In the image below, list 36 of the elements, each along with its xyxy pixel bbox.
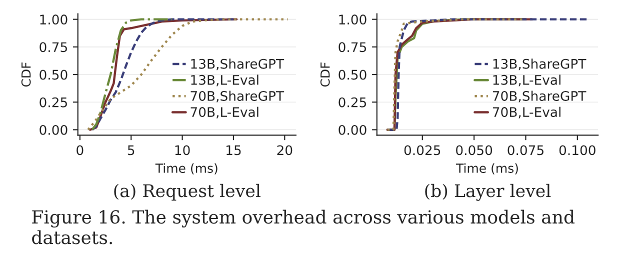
x-tick-label: 0.025 xyxy=(404,145,440,156)
x-axis-title: Time (ms) xyxy=(155,163,218,174)
text: (a) Request level xyxy=(114,184,260,201)
line-series xyxy=(87,18,289,131)
legend-label: 70B,L-Eval xyxy=(492,106,560,118)
x-tick-label: 0.075 xyxy=(508,145,544,156)
x-tick-label: 5 xyxy=(128,145,134,156)
text: (b) Layer level xyxy=(425,184,551,201)
y-tick-label: 0.00 xyxy=(338,124,366,135)
x-tick-label: 0 xyxy=(76,145,84,156)
legend-label: 70B,ShareGPT xyxy=(492,90,586,102)
legend-label: 70B,L-Eval xyxy=(190,106,258,118)
y-tick-label: 0.75 xyxy=(338,42,366,52)
x-axis-title: Time (ms) xyxy=(456,163,518,174)
y-tick-label: 1.00 xyxy=(40,14,68,25)
y-tick-label: 0.75 xyxy=(40,42,67,52)
caption: Figure 16. The system overhead across various models and datasets. xyxy=(32,210,574,244)
y-axis-title: CDF xyxy=(21,62,31,87)
x-tick-label: 10 xyxy=(175,145,190,156)
legend-label: 13B,ShareGPT xyxy=(493,58,586,70)
x-tick-label: 20 xyxy=(277,145,292,156)
y-tick-label: 0.00 xyxy=(40,124,68,135)
legend-label: 13B,ShareGPT xyxy=(191,58,284,70)
x-tick-label: 0.050 xyxy=(456,145,492,156)
x-tick-label: 15 xyxy=(226,145,241,156)
legend-label: 13B,L-Eval xyxy=(191,74,258,86)
y-tick-label: 0.50 xyxy=(338,70,366,80)
y-axis-title: CDF xyxy=(320,62,330,87)
legend-label: 13B,L-Eval xyxy=(493,74,560,86)
y-tick-label: 1.00 xyxy=(339,14,366,25)
legend-label: 70B,ShareGPT xyxy=(190,90,284,102)
y-tick-label: 0.25 xyxy=(338,97,366,108)
y-tick-label: 0.25 xyxy=(40,97,67,108)
line-series xyxy=(91,18,174,131)
y-tick-label: 0.50 xyxy=(40,70,68,80)
x-tick-label: 0.100 xyxy=(559,145,596,156)
